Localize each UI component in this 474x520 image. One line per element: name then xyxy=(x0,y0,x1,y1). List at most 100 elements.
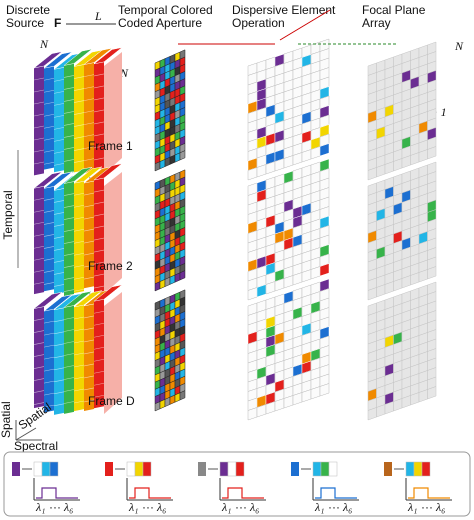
source-top xyxy=(83,47,113,65)
source-slice xyxy=(84,181,94,289)
cell-line xyxy=(53,79,65,82)
legend-cube xyxy=(33,461,43,477)
dim-label: L xyxy=(94,9,102,23)
cell-line xyxy=(63,389,75,392)
cell-line xyxy=(63,205,75,208)
dispersed-cell xyxy=(319,263,330,277)
cell-line xyxy=(83,240,95,244)
cell-line xyxy=(43,210,55,213)
cell-line xyxy=(63,265,75,268)
source-slice xyxy=(64,305,74,414)
cell-line xyxy=(33,269,45,273)
cell-line xyxy=(43,101,55,105)
cell-line xyxy=(83,86,95,89)
legend-label: ··· xyxy=(142,500,154,514)
cell-line xyxy=(53,163,65,166)
legend-cube xyxy=(235,461,245,477)
cell-line xyxy=(43,320,55,324)
source-top xyxy=(33,291,63,309)
cell-line xyxy=(43,282,55,285)
cell-line xyxy=(63,135,75,138)
cell-line xyxy=(33,378,45,381)
source-slice xyxy=(74,305,84,412)
cell-line xyxy=(73,364,85,368)
cell-line xyxy=(63,111,75,114)
cell-line xyxy=(43,234,55,237)
cell-line xyxy=(83,363,95,367)
cell-line xyxy=(83,339,95,343)
cell-line xyxy=(43,246,55,249)
cell-line xyxy=(73,328,85,332)
legend-box xyxy=(3,451,471,517)
cell-line xyxy=(83,134,95,137)
dim-label: N xyxy=(454,39,464,53)
legend-label: λ₁ xyxy=(407,500,417,514)
cell-line xyxy=(53,331,65,335)
cell-line xyxy=(33,402,45,405)
cell-line xyxy=(83,375,95,379)
cell-line xyxy=(73,288,85,292)
cell-line xyxy=(83,387,95,391)
axis-label: Spatial xyxy=(0,401,13,438)
spectrum xyxy=(222,487,264,499)
cell-line xyxy=(33,245,45,249)
legend-cube xyxy=(142,461,152,477)
cell-line xyxy=(53,139,65,142)
dispersed-cell xyxy=(319,143,330,157)
cell-line xyxy=(73,216,85,220)
cell-line xyxy=(33,281,45,285)
aperture-cell xyxy=(179,270,186,281)
cell-line xyxy=(83,158,95,161)
cell-line xyxy=(53,127,65,130)
cell-line xyxy=(93,322,105,326)
legend-label: ··· xyxy=(49,500,61,514)
column-title: Operation xyxy=(232,16,285,30)
cell-line xyxy=(63,147,75,150)
cell-line xyxy=(53,343,65,347)
legend-cube xyxy=(227,461,237,477)
source-symbol: F xyxy=(54,16,61,30)
cell-line xyxy=(63,87,75,90)
source-slice xyxy=(94,178,104,295)
cell-line xyxy=(93,157,105,161)
spectrum xyxy=(315,487,357,499)
source-top xyxy=(93,284,123,302)
legend-cube xyxy=(219,461,229,477)
cell-line xyxy=(93,213,105,217)
cell-line xyxy=(53,272,65,275)
legend-label: λ₆ xyxy=(249,500,259,514)
cell-line xyxy=(43,125,55,129)
cell-line xyxy=(43,380,55,384)
cell-line xyxy=(73,76,85,79)
legend-cube xyxy=(405,461,415,477)
cell-line xyxy=(33,137,45,141)
column-title: Source xyxy=(6,16,44,30)
column-title: Discrete xyxy=(6,3,50,17)
axis xyxy=(15,427,37,441)
legend-label: λ₁ xyxy=(35,500,45,514)
legend-cube xyxy=(126,461,136,477)
source-top xyxy=(93,163,123,181)
cell-line xyxy=(33,89,45,93)
cell-line xyxy=(53,367,65,371)
cell-line xyxy=(73,204,85,208)
source-slice xyxy=(74,64,84,173)
cell-line xyxy=(63,277,75,280)
source-side xyxy=(104,52,122,174)
cell-line xyxy=(73,340,85,344)
source-top xyxy=(73,166,103,184)
cell-line xyxy=(33,342,45,345)
cell-line xyxy=(93,133,105,137)
source-top xyxy=(33,171,63,189)
cell-line xyxy=(93,285,105,289)
cell-line xyxy=(93,394,105,398)
legend-cube xyxy=(12,462,20,476)
source-top xyxy=(43,51,73,69)
source-slice xyxy=(64,63,74,175)
legend-cube xyxy=(384,462,392,476)
source-top xyxy=(43,171,73,189)
cell-line xyxy=(63,75,75,78)
cell-line xyxy=(73,400,85,404)
cell-line xyxy=(83,98,95,101)
